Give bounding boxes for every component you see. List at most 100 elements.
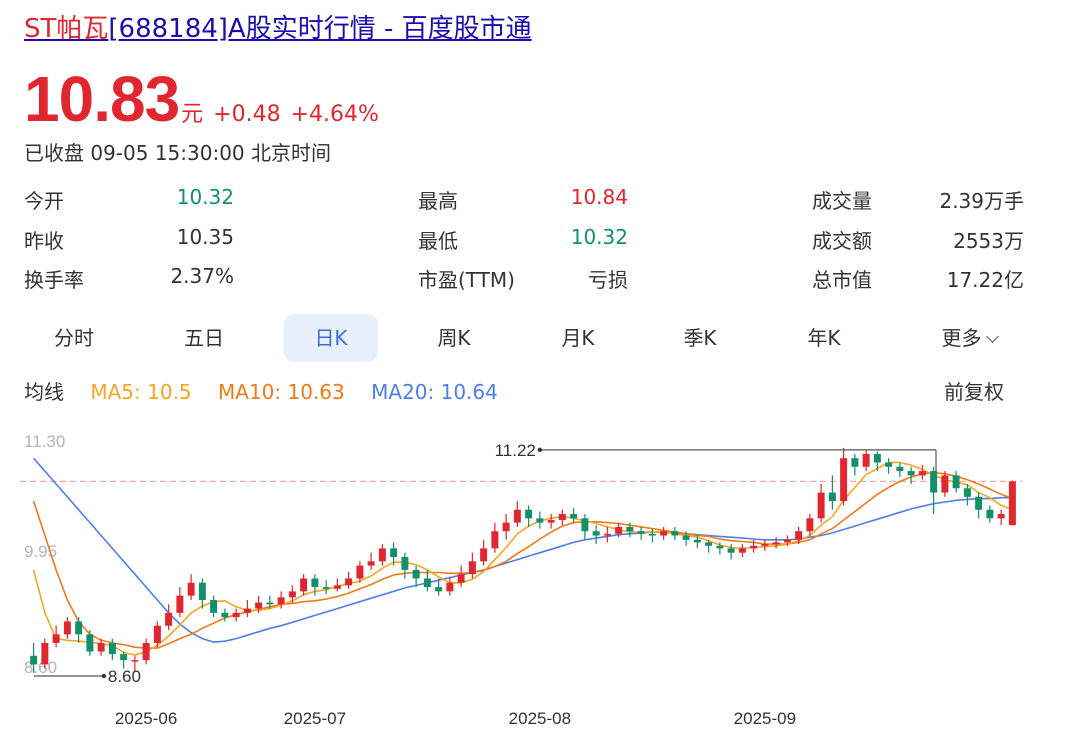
- candle-body: [457, 574, 465, 583]
- ma10-line: [32, 471, 1013, 649]
- candle-body: [873, 453, 881, 463]
- y-tick-label: 8.60: [24, 658, 57, 677]
- candle-body: [412, 569, 420, 579]
- candle-body: [52, 634, 60, 643]
- candle-body: [165, 612, 173, 626]
- candle-body: [243, 608, 251, 613]
- candle-body: [187, 582, 195, 596]
- candle-body: [536, 518, 544, 523]
- x-tick-label: 2025-07: [284, 709, 346, 728]
- candle-body: [772, 542, 780, 545]
- candle-body: [480, 548, 488, 562]
- ma5-value: MA5: 10.5: [90, 380, 192, 404]
- stat-label-market-cap: 总市值: [812, 268, 872, 292]
- low-marker-label: 8.60: [108, 667, 141, 686]
- stat-value-turnover-rate: 2.37%: [170, 264, 234, 288]
- candle-body: [918, 471, 926, 476]
- candle-body: [288, 591, 296, 598]
- x-tick-label: 2025-06: [115, 709, 177, 728]
- tab-more[interactable]: 更多: [914, 314, 1024, 362]
- ma-legend-label: 均线: [24, 380, 64, 404]
- candle-body: [941, 475, 949, 493]
- page-title-rest: [688184]A股实时行情 - 百度股市通: [108, 14, 532, 44]
- candle-body: [716, 545, 724, 549]
- candle-body: [356, 565, 364, 579]
- stat-label-volume: 成交量: [812, 189, 872, 213]
- candle-body: [311, 578, 319, 588]
- candle-body: [401, 557, 409, 570]
- tab-intraday[interactable]: 分时: [54, 326, 94, 350]
- candle-body: [198, 582, 206, 600]
- chevron-down-icon: [985, 330, 999, 343]
- candle-body: [885, 462, 893, 467]
- candle-body: [502, 522, 510, 532]
- ma20-value: MA20: 10.64: [371, 380, 498, 404]
- candle-body: [153, 625, 161, 643]
- candle-body: [750, 545, 758, 549]
- stat-value-prev-close: 10.35: [176, 225, 234, 249]
- price-unit: 元: [181, 102, 204, 127]
- candle-body: [367, 561, 375, 566]
- candle-body: [423, 578, 431, 588]
- candle-body: [738, 548, 746, 553]
- candle-body: [468, 561, 476, 575]
- tab-weekly-k[interactable]: 周K: [437, 326, 471, 350]
- candle-body: [570, 514, 578, 519]
- candle-body: [525, 509, 533, 519]
- tab-five-day[interactable]: 五日: [184, 326, 224, 350]
- candle-body: [795, 531, 803, 540]
- candle-body: [221, 612, 229, 618]
- candle-body: [648, 533, 656, 536]
- candle-body: [108, 642, 116, 655]
- page-title-link[interactable]: ST帕瓦[688184]A股实时行情 - 百度股市通: [24, 8, 532, 45]
- candle-body: [446, 582, 454, 592]
- stat-label-high: 最高: [418, 189, 458, 213]
- candle-body: [300, 578, 308, 592]
- candle-body: [817, 492, 825, 519]
- period-tabs: 分时 五日 日K 周K 月K 季K 年K 更多: [24, 314, 1034, 364]
- candle-body: [761, 544, 769, 546]
- stat-label-turnover-rate: 换手率: [24, 268, 84, 292]
- candle-body: [266, 602, 274, 605]
- ma20-line: [32, 457, 1013, 643]
- candle-body: [1008, 481, 1016, 526]
- stat-value-low: 10.32: [570, 225, 628, 249]
- candle-body: [806, 518, 814, 532]
- stat-value-open: 10.32: [176, 185, 234, 209]
- candle-body: [862, 453, 870, 467]
- candle-body: [986, 509, 994, 519]
- market-status: 已收盘 09-05 15:30:00 北京时间: [24, 141, 332, 165]
- stat-value-turnover-amount: 2553万: [953, 229, 1024, 253]
- stat-label-pe-ttm: 市盈(TTM): [418, 268, 515, 292]
- tab-daily-k[interactable]: 日K: [284, 314, 378, 362]
- candle-body: [851, 458, 859, 467]
- candle-body: [660, 531, 668, 536]
- price-row: 10.83元 +0.48 +4.64%: [24, 62, 379, 135]
- candle-body: [840, 458, 848, 502]
- candle-body: [390, 548, 398, 557]
- candle-body: [333, 585, 341, 589]
- x-tick-label: 2025-09: [734, 709, 796, 728]
- candle-body: [952, 475, 960, 489]
- candle-body: [378, 548, 386, 562]
- candle-body: [907, 471, 915, 476]
- tab-monthly-k[interactable]: 月K: [561, 326, 595, 350]
- candle-body: [120, 654, 128, 661]
- high-marker-label: 11.22: [495, 441, 536, 460]
- low-marker-dot: [101, 673, 107, 679]
- candle-body: [75, 621, 83, 635]
- candle-body: [210, 599, 218, 613]
- tab-quarterly-k[interactable]: 季K: [683, 326, 717, 350]
- x-tick-label: 2025-08: [509, 709, 571, 728]
- stat-value-pe-ttm: 亏损: [588, 268, 628, 292]
- stat-value-market-cap: 17.22亿: [946, 268, 1024, 292]
- adjust-toggle[interactable]: 前复权: [944, 380, 1004, 404]
- candle-body: [63, 621, 71, 635]
- candle-body: [41, 642, 49, 665]
- stat-value-volume: 2.39万手: [939, 189, 1024, 213]
- tab-yearly-k[interactable]: 年K: [807, 326, 841, 350]
- stat-label-open: 今开: [24, 189, 64, 213]
- stat-value-high: 10.84: [570, 185, 628, 209]
- candle-body: [131, 660, 139, 662]
